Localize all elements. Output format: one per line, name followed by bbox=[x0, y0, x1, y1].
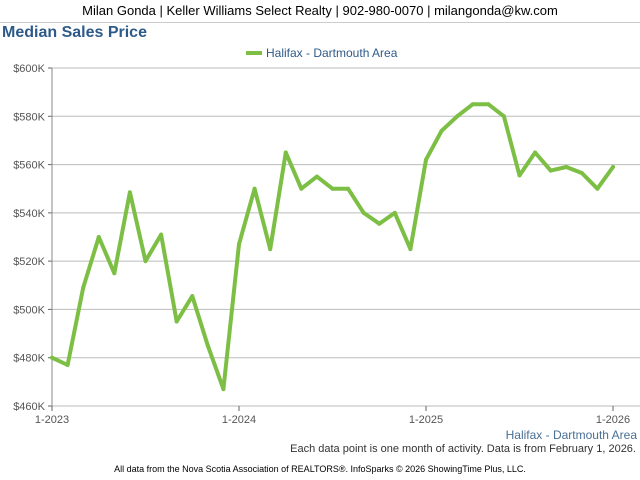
data-point bbox=[579, 171, 584, 176]
data-point bbox=[127, 190, 132, 195]
y-tick-label: $480K bbox=[13, 353, 45, 365]
data-point bbox=[252, 186, 257, 191]
legend: Halifax - Dartmouth Area bbox=[246, 46, 398, 60]
chart-title: Median Sales Price bbox=[2, 24, 147, 41]
y-tick-label: $600K bbox=[13, 63, 45, 75]
data-point bbox=[424, 157, 428, 162]
x-axis-label: Halifax - Dartmouth Area bbox=[506, 428, 638, 442]
data-point bbox=[470, 102, 475, 107]
data-point bbox=[346, 186, 351, 191]
data-point bbox=[81, 285, 86, 290]
data-point bbox=[595, 186, 600, 191]
x-tick-label: 1-2025 bbox=[409, 414, 443, 426]
legend-label: Halifax - Dartmouth Area bbox=[266, 46, 398, 60]
data-point bbox=[268, 247, 273, 252]
grid-lines bbox=[52, 67, 640, 407]
data-point bbox=[392, 210, 397, 215]
data-point bbox=[159, 232, 164, 237]
data-point bbox=[237, 242, 241, 247]
data-point bbox=[190, 294, 195, 299]
y-tick-label: $500K bbox=[13, 304, 45, 316]
data-point bbox=[439, 128, 444, 133]
data-point bbox=[455, 114, 460, 119]
data-point bbox=[548, 168, 553, 173]
data-point bbox=[283, 150, 288, 155]
data-point bbox=[299, 186, 304, 191]
x-tick-label: 1-2023 bbox=[35, 414, 69, 426]
x-tick-label: 1-2024 bbox=[222, 414, 256, 426]
data-point bbox=[221, 387, 226, 392]
data-point bbox=[112, 271, 117, 276]
y-tick-label: $560K bbox=[13, 160, 45, 172]
data-point bbox=[314, 174, 319, 179]
y-tick-label: $540K bbox=[13, 208, 45, 220]
data-point bbox=[205, 343, 210, 348]
x-tick-label: 1-2026 bbox=[596, 414, 630, 426]
data-point bbox=[65, 362, 70, 367]
series-layer bbox=[50, 102, 615, 392]
data-point bbox=[330, 186, 335, 191]
data-point bbox=[96, 235, 101, 239]
y-tick-label: $520K bbox=[13, 256, 45, 268]
series-line bbox=[50, 102, 615, 392]
x-axis-ticks: 1-2023 1-2024 1-2025 1-2026 bbox=[35, 406, 630, 426]
data-point bbox=[501, 114, 506, 119]
data-point bbox=[143, 259, 148, 264]
footer-attribution: All data from the Nova Scotia Associatio… bbox=[114, 464, 526, 474]
data-point bbox=[361, 210, 366, 215]
data-point bbox=[377, 221, 382, 226]
y-tick-label: $460K bbox=[13, 401, 45, 413]
header-contact: Milan Gonda | Keller Williams Select Rea… bbox=[0, 0, 640, 23]
data-point bbox=[533, 150, 538, 155]
data-point bbox=[174, 319, 179, 324]
data-point bbox=[50, 355, 54, 360]
footnote: Each data point is one month of activity… bbox=[290, 443, 636, 455]
data-point bbox=[517, 173, 522, 178]
y-tick-label: $580K bbox=[13, 111, 45, 123]
data-point bbox=[486, 102, 491, 107]
data-point bbox=[611, 164, 615, 169]
data-point bbox=[408, 247, 413, 252]
data-point bbox=[564, 164, 569, 169]
y-axis-ticks: $460K $480K $500K $520K $540K $560K $580K $600K bbox=[13, 63, 53, 413]
